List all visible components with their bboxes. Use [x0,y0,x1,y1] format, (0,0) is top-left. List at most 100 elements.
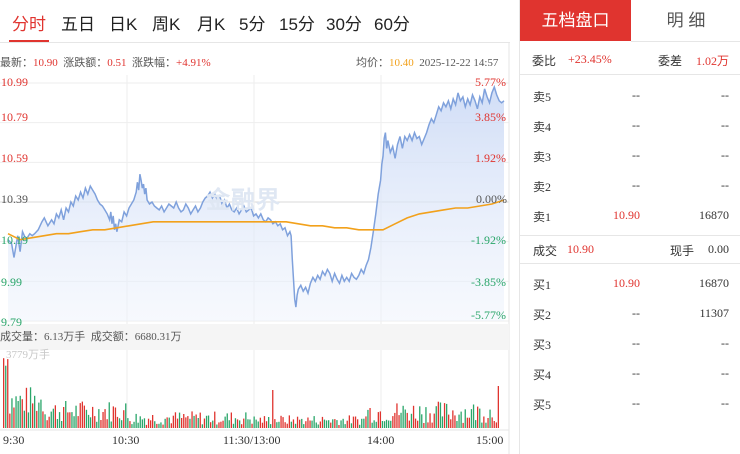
time-tick: 15:00 [476,433,504,447]
tab-15min[interactable]: 15分 [279,15,315,34]
volume-bar [123,410,125,428]
volume-bar [414,418,417,428]
volume-bar [131,424,133,428]
volume-bar [185,417,187,428]
volume-bar [439,402,442,428]
volume-bar [203,418,206,428]
price-tick: 10.19 [1,233,28,247]
volume-bar [52,408,54,428]
volume-bar [477,406,479,428]
tab-intraday[interactable]: 分时 [12,15,46,34]
tab-five-day[interactable]: 五日 [61,15,95,34]
volume-bar [154,421,156,428]
buy-volume: 16870 [699,276,729,290]
volume-bar [110,421,112,428]
volume-bar [127,418,129,428]
volume-bar [56,419,59,428]
tab-trade-detail[interactable]: 明 细 [631,0,740,42]
volume-bar [423,423,425,428]
divider [520,74,740,75]
volume-bar [446,403,448,428]
buy-row: 买2 -- 11307 [520,298,740,328]
volume-bar [489,409,491,428]
intraday-chart [0,42,510,454]
volume-bar [63,407,65,428]
buy-row: 买4 -- -- [520,358,740,388]
volume-bar [336,420,338,428]
sell-volume: -- [721,148,729,162]
volume-bar [495,422,497,428]
volume-bar [301,418,303,428]
volume-bar [427,422,429,428]
buy-volume: -- [721,336,729,350]
volume-bar [323,419,326,428]
volume-bar [396,403,398,428]
volume-bar [483,416,485,428]
change-value: 0.51 [107,57,127,69]
tab-order-book[interactable]: 五档盘口 [520,0,631,41]
volume-bar [183,414,185,428]
volume-bar [85,409,88,428]
volume-bar [104,409,106,428]
volume-bar [272,390,274,428]
volume-bar [102,412,104,428]
volume-bar [92,406,94,428]
tab-5min[interactable]: 5分 [239,15,266,34]
volume-bar [191,411,193,428]
tab-30min[interactable]: 30分 [326,15,362,34]
volume-bar [164,418,166,428]
volume-bar [17,401,19,428]
avg-label: 均价： [356,57,389,69]
volume-bar [470,409,473,428]
volume-bar [479,408,481,428]
volume-bar [67,412,69,428]
buy-volume: -- [721,396,729,410]
volume-bar [36,410,38,428]
volume-bar [286,423,288,428]
volume-bar [11,398,13,428]
volume-bar [433,413,435,428]
active-tab-indicator [9,40,49,42]
volume-bar [274,419,276,428]
tab-daily-k[interactable]: 日K [109,15,138,34]
volume-bar [311,420,313,428]
tab-monthly-k[interactable]: 月K [197,15,226,34]
volume-bar [162,424,164,428]
sell-level-label: 卖3 [533,150,552,164]
volume-bar [139,416,141,428]
volume-bar [42,411,44,428]
volume-bar [450,419,452,428]
volume-bar [160,422,162,428]
volume-bar [404,409,406,428]
pct-tick: 0.00% [476,192,507,206]
volume-bar [234,418,237,428]
sell-row: 卖2 -- -- [520,170,740,200]
volume-bar [261,422,264,428]
volume-bar [9,413,11,428]
latest-value: 10.90 [33,57,58,69]
volume-bar [377,412,379,428]
volume-bar [443,403,446,428]
volume-bar [96,421,98,428]
volume-bar [189,418,191,428]
price-tick: 10.59 [1,151,28,165]
volume-bar [54,405,56,428]
avg-price-line [7,199,505,241]
volume-bar [375,421,377,428]
sell-price: -- [632,178,640,192]
tab-60min[interactable]: 60分 [374,15,410,34]
volume-bar [79,403,81,428]
volume-bar [212,420,214,428]
volume-bar [241,424,243,428]
sell-level-label: 卖1 [533,210,552,224]
tab-weekly-k[interactable]: 周K [152,15,181,34]
buy-price: -- [632,366,640,380]
volume-bar [373,420,375,428]
watermark-logo: 金融界 [206,187,281,214]
volume-bar [218,422,220,428]
volume-bar [40,399,42,428]
volume-bar [205,415,208,428]
volume-bar [87,414,90,428]
price-tick: 9.79 [1,315,22,329]
buy-volume: 11307 [699,306,729,320]
